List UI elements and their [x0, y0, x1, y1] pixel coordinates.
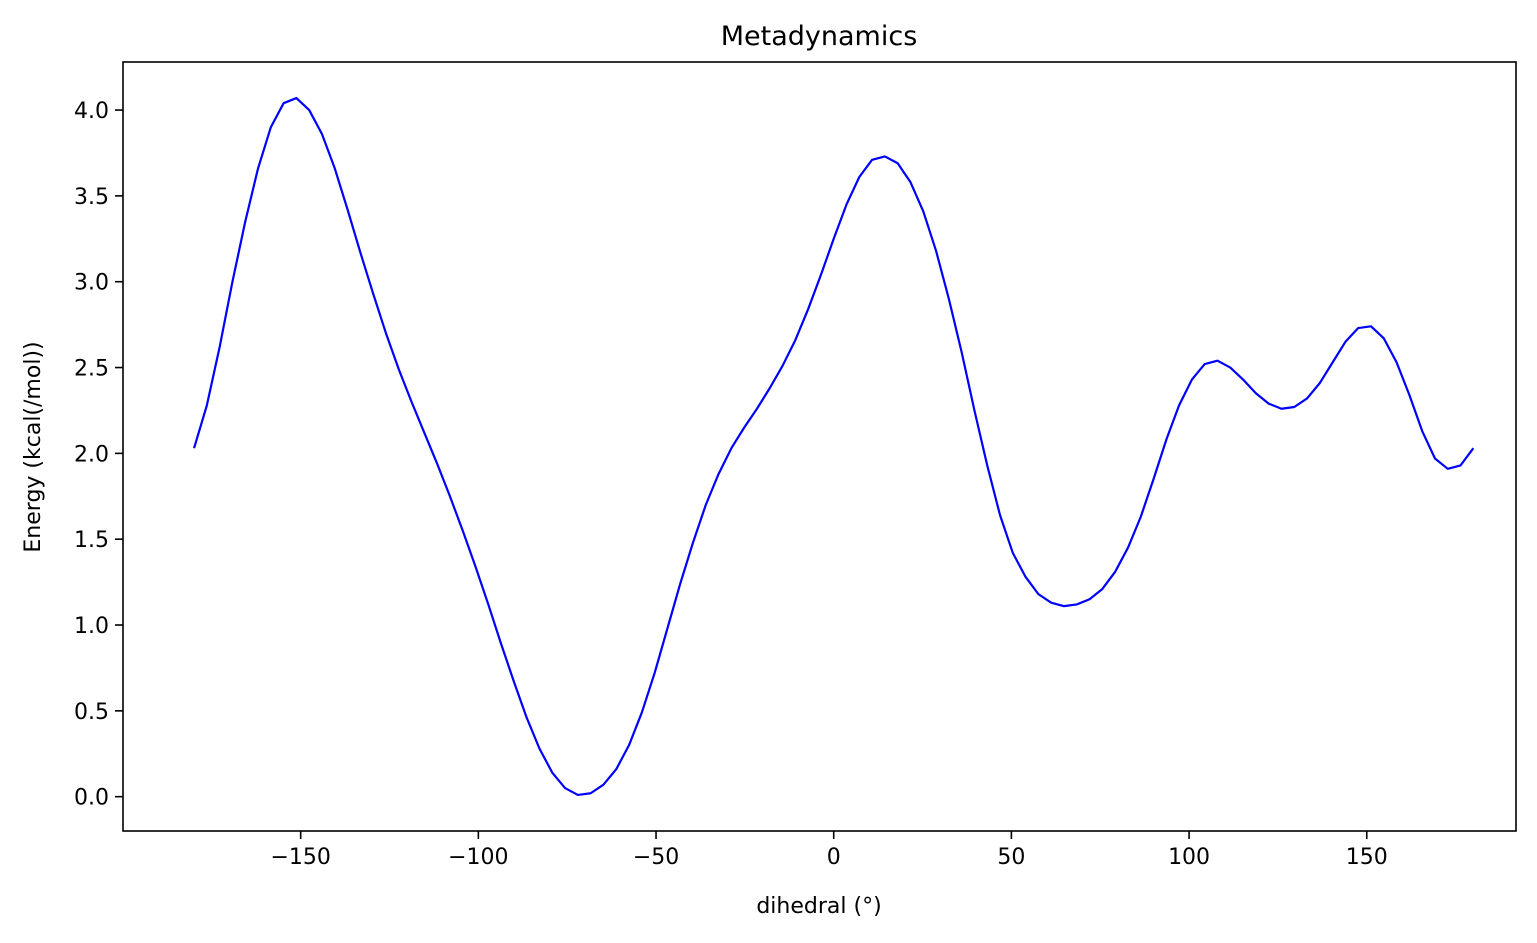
y-tick-label: 3.0 [74, 271, 109, 296]
y-tick-label: 3.5 [74, 185, 109, 210]
x-tick-label: 50 [997, 845, 1025, 870]
x-axis-label: dihedral (°) [756, 894, 881, 919]
plot-area-frame [122, 61, 1517, 832]
y-axis-label: Energy (kcal(/mol)) [21, 341, 46, 552]
y-tick-label: 2.0 [74, 442, 109, 467]
x-axis-ticks: −150 −100 −50 0 50 100 150 [270, 831, 1388, 870]
x-tick-label: −150 [270, 845, 330, 870]
series-layer [193, 96, 1475, 797]
y-axis-ticks: 0.0 0.5 1.0 1.5 2.0 2.5 3.0 3.5 4.0 [74, 99, 123, 811]
x-tick-label: −50 [633, 845, 679, 870]
energy-series-line [193, 96, 1475, 797]
y-tick-label: 4.0 [74, 99, 109, 124]
x-tick-label: 100 [1168, 845, 1210, 870]
y-tick-label: 0.5 [74, 700, 109, 725]
y-tick-label: 2.5 [74, 357, 109, 382]
chart-title: Metadynamics [721, 21, 918, 52]
x-tick-label: 0 [827, 845, 841, 870]
x-tick-label: 150 [1346, 845, 1388, 870]
y-tick-label: 0.0 [74, 786, 109, 811]
y-tick-label: 1.0 [74, 614, 109, 639]
y-tick-label: 1.5 [74, 528, 109, 553]
x-tick-label: −100 [448, 845, 508, 870]
